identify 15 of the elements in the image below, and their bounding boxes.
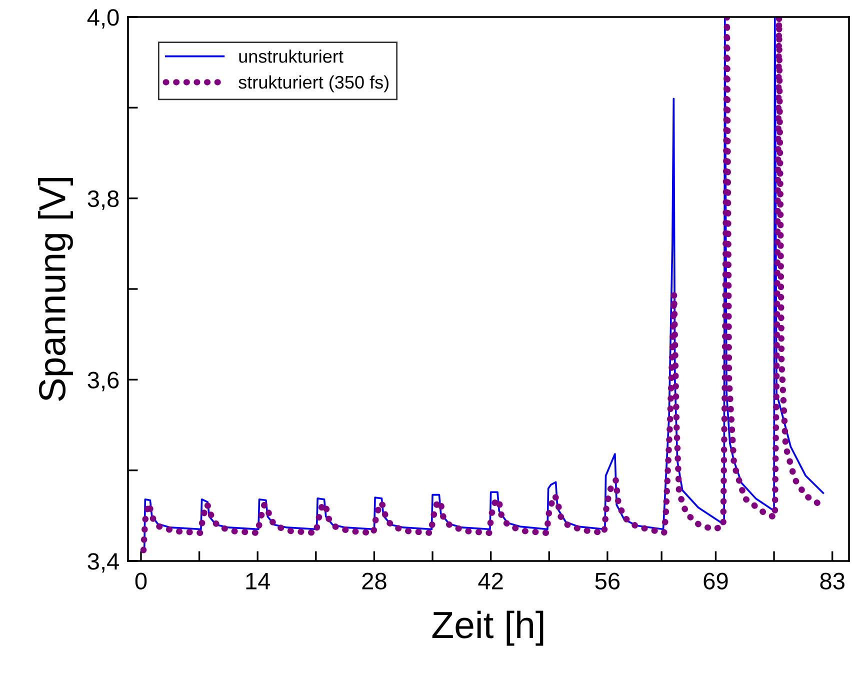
x-axis-title: Zeit [h] bbox=[432, 610, 544, 646]
y-tick-label: 3,4 bbox=[88, 553, 119, 573]
x-tick-label: 42 bbox=[478, 572, 503, 590]
x-tick-label: 69 bbox=[704, 572, 728, 590]
legend-label: unstrukturiert bbox=[239, 50, 344, 63]
y-tick-label: 3,8 bbox=[88, 190, 119, 210]
legend-label: strukturiert (350 fs) bbox=[238, 75, 388, 92]
x-tick-label: 0 bbox=[135, 572, 147, 590]
x-tick-label: 14 bbox=[246, 572, 270, 590]
x-tick-label: 56 bbox=[595, 572, 620, 590]
x-tick-label: 83 bbox=[820, 572, 844, 590]
y-tick-label: 4,0 bbox=[87, 9, 119, 29]
x-tick-label: 28 bbox=[362, 572, 386, 590]
y-tick-label: 3,6 bbox=[88, 372, 119, 392]
y-axis-title: Spannung [V] bbox=[38, 178, 73, 401]
